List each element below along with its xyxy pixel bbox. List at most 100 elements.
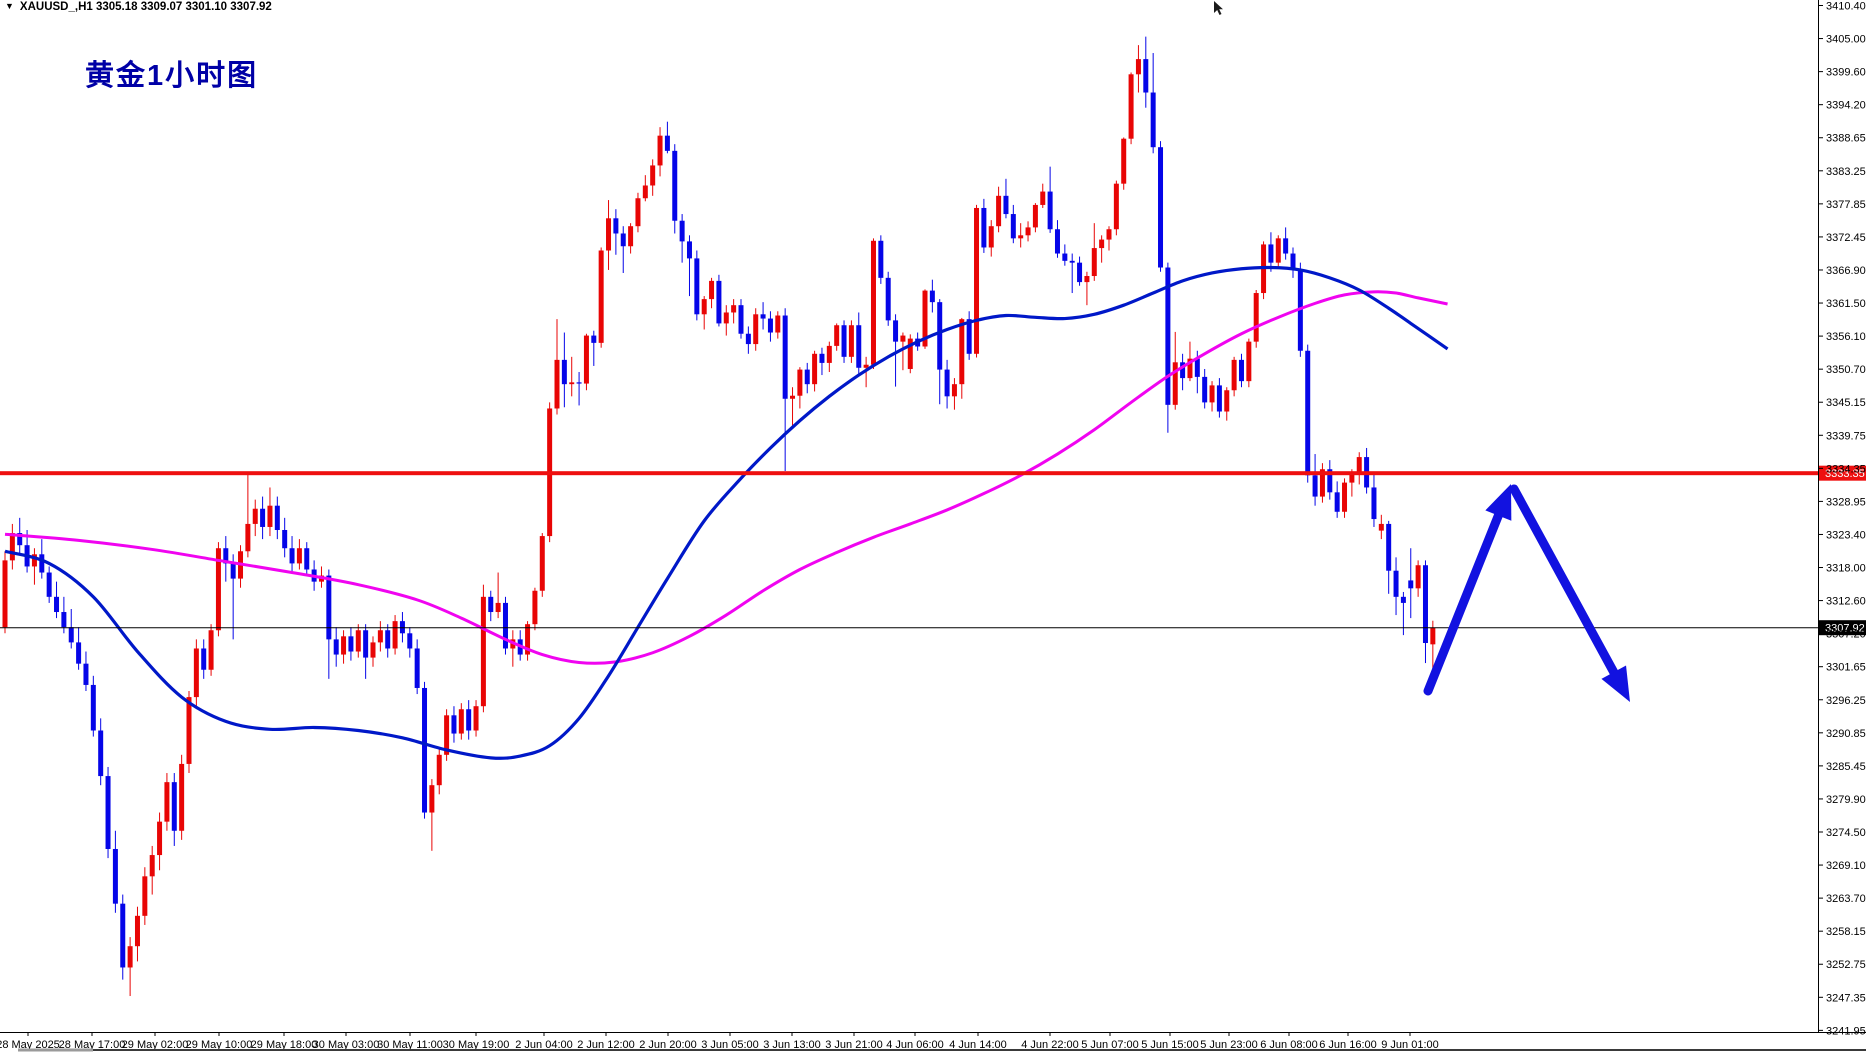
candle-body (583, 335, 589, 384)
candle-body (223, 548, 229, 564)
candle-body (1099, 239, 1105, 249)
candle-body (664, 135, 670, 151)
candle-body (937, 302, 943, 370)
symbol-ohlc-line: XAUUSD_,H1 3305.18 3309.07 3301.10 3307.… (19, 1, 272, 13)
price-tick-label: 3290.85 (1826, 728, 1866, 740)
chart-title-bar: ▼ XAUUSD_,H1 3305.18 3309.07 3301.10 330… (5, 1, 272, 13)
candle-body (1371, 487, 1377, 520)
candle-body (1231, 359, 1237, 391)
candle-body (569, 382, 575, 385)
candle-body (98, 730, 104, 777)
candle-body (856, 325, 862, 368)
candle-body (1275, 238, 1281, 263)
candle-body (149, 855, 155, 877)
ma-fast-blue-line[interactable] (4, 265, 1449, 760)
price-tick-label: 3366.90 (1826, 265, 1866, 277)
candle-body (1319, 469, 1325, 497)
candle-body (1025, 227, 1031, 236)
candle-body (878, 240, 884, 278)
candle-body (466, 709, 472, 731)
resistance-line[interactable]: 3333.35 (0, 465, 1866, 481)
chart-annotation-text[interactable]: 黄金1小时图 (85, 60, 259, 92)
forecast-down-arrow-head[interactable] (1601, 665, 1630, 702)
candle-body (826, 345, 832, 363)
candle-body (1393, 570, 1399, 597)
price-tick-label: 3377.85 (1826, 199, 1866, 211)
forecast-arrows[interactable] (1423, 484, 1630, 702)
price-axis[interactable]: 3410.40 3405.00 3399.60 3394.20 3388.65 3383.… (1818, 0, 1866, 1037)
candle-body (1158, 147, 1164, 268)
candle-body (863, 364, 869, 368)
candle-body (1172, 362, 1178, 405)
price-tick-label: 3258.15 (1826, 926, 1866, 938)
time-tick-label: 2 Jun 04:00 (515, 1039, 573, 1051)
candle-body (996, 195, 1002, 227)
candle-body (444, 715, 450, 755)
forecast-down-arrow-shaft[interactable] (1509, 484, 1625, 689)
forecast-up-arrow-head[interactable] (1485, 484, 1512, 521)
time-tick-label: 30 May 19:00 (443, 1039, 510, 1051)
symbol-dropdown-icon[interactable]: ▼ (5, 1, 14, 11)
candle-body (76, 642, 82, 664)
candle-body (304, 548, 310, 570)
time-tick-label: 4 Jun 14:00 (949, 1039, 1007, 1051)
candle-body (436, 754, 442, 786)
candle-body (90, 684, 96, 731)
candle-body (1224, 390, 1230, 412)
candle-body (650, 165, 656, 186)
candle-body (370, 642, 376, 658)
candle-body (407, 633, 413, 649)
candle-body (1283, 238, 1289, 254)
candle-body (1238, 359, 1244, 382)
candle-body (959, 319, 965, 385)
price-tick-label: 3274.50 (1826, 827, 1866, 839)
price-tick-label: 3372.45 (1826, 232, 1866, 244)
candle-body (171, 782, 177, 831)
candle-body (1378, 523, 1384, 531)
candle-body (929, 290, 935, 303)
resistance-price-label: 3333.35 (1825, 468, 1865, 480)
candle-body (377, 630, 383, 643)
candle-body (208, 630, 214, 670)
candle-body (1202, 376, 1208, 403)
price-tick-label: 3285.45 (1826, 761, 1866, 773)
forecast-up-arrow-shaft[interactable] (1423, 498, 1508, 696)
ma-slow-magenta-line[interactable] (4, 290, 1448, 665)
candle-body (944, 369, 950, 397)
candle-body (296, 548, 302, 564)
candle-body (348, 636, 354, 652)
candle-body (767, 318, 773, 333)
candle-body (672, 150, 678, 221)
candle-body (245, 523, 251, 552)
candle-body (598, 250, 604, 343)
candle-body (333, 639, 339, 655)
candle-body (782, 315, 788, 399)
price-tick-label: 3318.00 (1826, 563, 1866, 575)
time-tick-label: 2 Jun 20:00 (639, 1039, 697, 1051)
candle-body (679, 220, 685, 242)
candle-body (2, 560, 8, 628)
candle-body (804, 369, 810, 385)
candle-body (701, 299, 707, 315)
candle-body (1400, 596, 1406, 603)
candle-body (120, 903, 126, 968)
candle-body (1150, 92, 1156, 148)
time-tick-label: 28 May 2025 (0, 1039, 60, 1051)
candle-body (1018, 235, 1024, 239)
candle-body (922, 290, 928, 347)
price-tick-label: 3394.20 (1826, 100, 1866, 112)
candle-body (907, 338, 913, 369)
time-tick-label: 4 Jun 22:00 (1021, 1039, 1079, 1051)
candle-body (1084, 276, 1090, 283)
candle-body (900, 335, 906, 342)
price-tick-label: 3405.00 (1826, 34, 1866, 46)
candle-body (385, 630, 391, 649)
candle-body (812, 353, 818, 385)
price-tick-label: 3388.65 (1826, 133, 1866, 145)
candle-body (1069, 260, 1075, 263)
candle-body (17, 533, 23, 546)
candle-body (363, 630, 369, 658)
candle-body (260, 508, 266, 527)
